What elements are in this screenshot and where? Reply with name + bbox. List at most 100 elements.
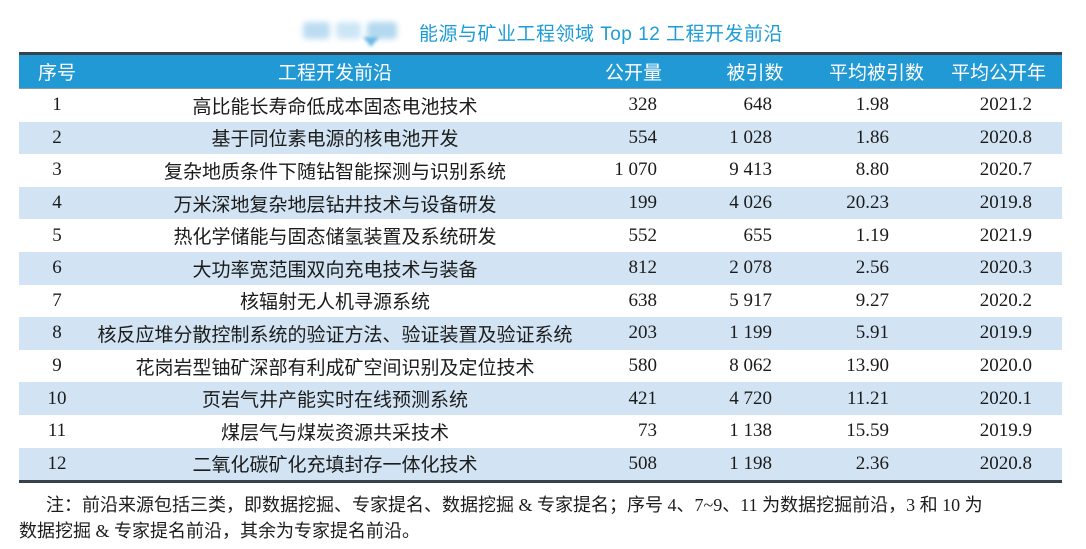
cell-publications: 421 [575, 382, 692, 415]
cell-frontier: 高比能长寿命低成本固态电池技术 [192, 96, 478, 118]
cell-publications: 812 [575, 251, 692, 285]
cell-citations: 1 138 [729, 420, 772, 442]
cell-publications: 580 [628, 355, 658, 377]
cell-publications: 1 070 [614, 159, 657, 181]
cell-no: 7 [52, 289, 62, 311]
cell-avg-citations: 13.90 [846, 355, 889, 377]
blur-pointer [362, 37, 379, 47]
table-header: 序号 工程开发前沿 公开量 被引数 平均被引数 平均公开年 [19, 53, 1062, 89]
cell-frontier: 二氧化碳矿化充填封存一体化技术 [95, 447, 575, 482]
table-row: 11 煤层气与煤炭资源共采技术 73 1 138 15.59 2019.9 [19, 415, 1062, 448]
cell-avg-year: 2020.8 [935, 447, 1062, 482]
blur-blob [335, 22, 361, 39]
cell-avg-year: 2020.8 [935, 121, 1062, 155]
table-row: 2 基于同位素电源的核电池开发 554 1 028 1.86 2020.8 [19, 121, 1062, 155]
cell-citations: 648 [743, 94, 773, 116]
cell-avg-citations: 1.86 [818, 121, 935, 155]
cell-citations: 8 062 [729, 355, 772, 377]
cell-avg-year: 2020.3 [935, 251, 1062, 285]
cell-publications: 554 [575, 121, 692, 155]
blur-blob [366, 22, 397, 39]
cell-citations: 1 199 [692, 317, 818, 350]
table-row: 8 核反应堆分散控制系统的验证方法、验证装置及验证系统 203 1 199 5.… [19, 317, 1062, 350]
cell-avg-year: 2020.2 [979, 289, 1032, 311]
cell-avg-year: 2020.0 [979, 355, 1032, 377]
cell-publications: 199 [575, 186, 692, 220]
cell-publications: 203 [575, 317, 692, 350]
cell-publications: 73 [638, 420, 657, 442]
cell-avg-citations: 2.36 [818, 447, 935, 482]
cell-citations: 655 [743, 224, 773, 246]
cell-avg-year: 2021.2 [979, 94, 1032, 116]
cell-avg-year: 2021.9 [979, 224, 1032, 246]
cell-avg-citations: 2.56 [818, 251, 935, 285]
table-row: 3 复杂地质条件下随钻智能探测与识别系统 1 070 9 413 8.80 20… [19, 154, 1062, 187]
cell-frontier: 万米深地复杂地层钻井技术与设备研发 [95, 186, 575, 220]
redacted-table-number [302, 20, 399, 47]
table-row: 6 大功率宽范围双向充电技术与装备 812 2 078 2.56 2020.3 [19, 251, 1062, 285]
cell-no: 4 [19, 186, 95, 220]
table-row: 12 二氧化碳矿化充填封存一体化技术 508 1 198 2.36 2020.8 [19, 447, 1062, 482]
cell-citations: 4 026 [692, 186, 818, 220]
cell-avg-year: 2019.8 [935, 186, 1062, 220]
cell-avg-citations: 5.91 [818, 317, 935, 350]
cell-frontier: 大功率宽范围双向充电技术与装备 [95, 251, 575, 285]
col-header-citations: 被引数 [692, 53, 818, 89]
table-row: 4 万米深地复杂地层钻井技术与设备研发 199 4 026 20.23 2019… [19, 186, 1062, 220]
cell-frontier: 复杂地质条件下随钻智能探测与识别系统 [163, 161, 506, 183]
table-row: 1 高比能长寿命低成本固态电池技术 328 648 1.98 2021.2 [19, 89, 1062, 122]
cell-citations: 1 198 [692, 447, 818, 482]
cell-avg-citations: 15.59 [846, 420, 889, 442]
frontiers-table: 序号 工程开发前沿 公开量 被引数 平均被引数 平均公开年 1 高比能长寿命低成… [19, 52, 1062, 484]
cell-no: 1 [52, 94, 62, 116]
cell-avg-citations: 1.98 [855, 94, 889, 116]
table-row: 10 页岩气井产能实时在线预测系统 421 4 720 11.21 2020.1 [19, 382, 1062, 415]
cell-frontier: 热化学储能与固态储氢装置及系统研发 [173, 227, 497, 249]
cell-citations: 1 028 [692, 121, 818, 155]
cell-frontier: 核反应堆分散控制系统的验证方法、验证装置及验证系统 [95, 317, 575, 350]
col-header-avg-citations: 平均被引数 [818, 53, 935, 89]
cell-avg-year: 2020.1 [935, 382, 1062, 415]
footnote-line-1: 注：前沿来源包括三类，即数据挖掘、专家提名、数据挖掘 & 专家提名；序号 4、7… [46, 495, 983, 515]
table-row: 5 热化学储能与固态储氢装置及系统研发 552 655 1.19 2021.9 [19, 219, 1062, 252]
cell-no: 3 [52, 159, 62, 181]
cell-frontier: 花岗岩型铀矿深部有利成矿空间识别及定位技术 [135, 357, 535, 379]
table-title-text: 能源与矿业工程领域 Top 12 工程开发前沿 [418, 23, 784, 45]
cell-citations: 4 720 [692, 382, 818, 415]
cell-avg-citations: 11.21 [818, 382, 935, 415]
table-body: 1 高比能长寿命低成本固态电池技术 328 648 1.98 2021.2 2 … [19, 89, 1062, 482]
cell-no: 5 [52, 224, 62, 246]
cell-publications: 328 [628, 94, 658, 116]
cell-frontier: 核辐射无人机寻源系统 [239, 292, 430, 314]
cell-publications: 508 [575, 447, 692, 482]
cell-citations: 5 917 [729, 289, 772, 311]
cell-no: 8 [19, 317, 95, 350]
col-header-frontier: 工程开发前沿 [95, 53, 575, 89]
cell-avg-year: 2019.9 [935, 317, 1062, 350]
table-row: 7 核辐射无人机寻源系统 638 5 917 9.27 2020.2 [19, 285, 1062, 318]
cell-avg-citations: 8.80 [855, 159, 889, 181]
cell-frontier: 页岩气井产能实时在线预测系统 [95, 382, 575, 415]
col-header-avg-year: 平均公开年 [935, 53, 1062, 89]
cell-no: 12 [19, 447, 95, 482]
cell-citations: 2 078 [692, 251, 818, 285]
cell-citations: 9 413 [729, 159, 772, 181]
cell-no: 11 [47, 420, 67, 442]
cell-no: 9 [52, 355, 62, 377]
cell-no: 2 [19, 121, 95, 155]
cell-frontier: 基于同位素电源的核电池开发 [95, 121, 575, 155]
footnote-line-2: 数据挖掘 & 专家提名前沿，其余为专家提名前沿。 [19, 521, 420, 542]
cell-publications: 552 [628, 224, 658, 246]
cell-avg-citations: 9.27 [855, 289, 889, 311]
cell-publications: 638 [628, 289, 658, 311]
cell-avg-citations: 20.23 [818, 186, 935, 220]
footnote: 注：前沿来源包括三类，即数据挖掘、专家提名、数据挖掘 & 专家提名；序号 4、7… [19, 492, 1066, 544]
cell-avg-year: 2019.9 [979, 420, 1032, 442]
cell-no: 6 [19, 251, 95, 285]
cell-avg-citations: 1.19 [855, 224, 889, 246]
col-header-no: 序号 [19, 53, 95, 89]
cell-avg-year: 2020.7 [979, 159, 1032, 181]
blur-blob [302, 22, 330, 39]
table-row: 9 花岗岩型铀矿深部有利成矿空间识别及定位技术 580 8 062 13.90 … [19, 350, 1062, 383]
